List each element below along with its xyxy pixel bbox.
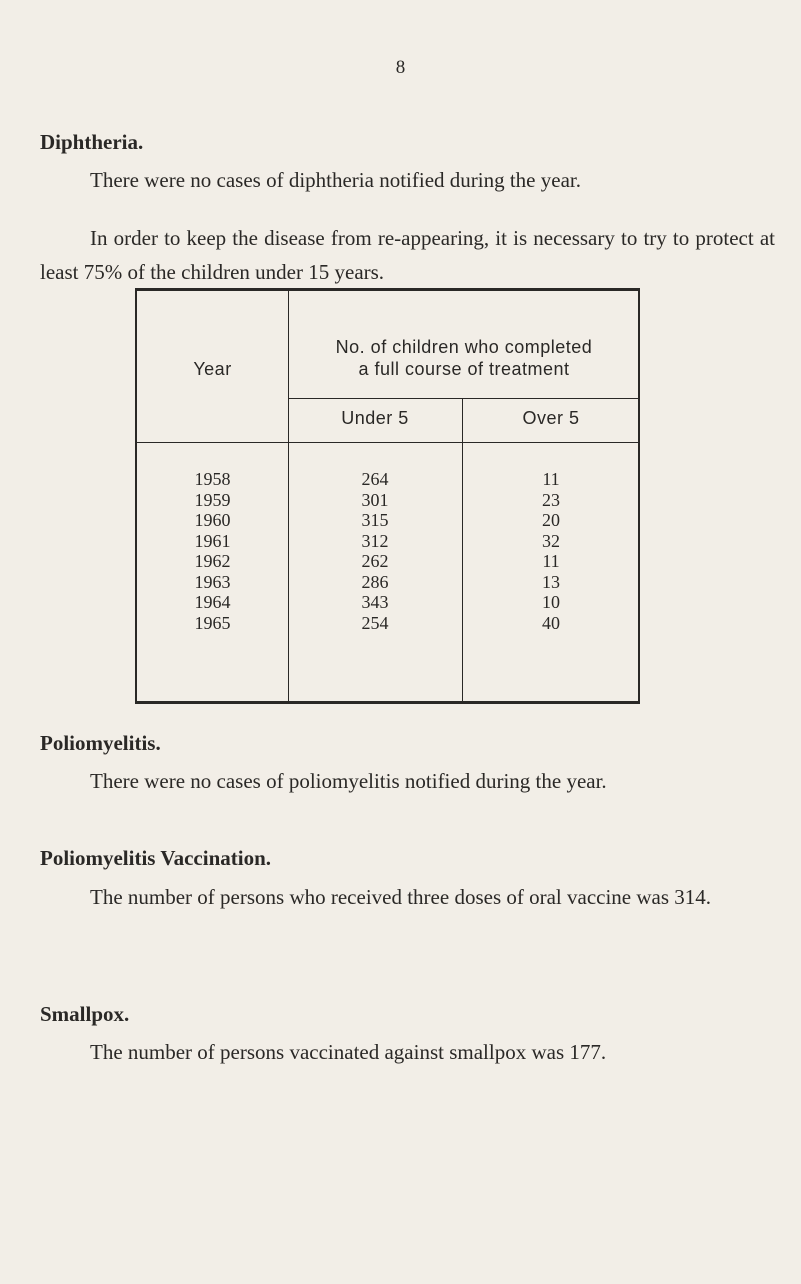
table-cell-under5: 343 [361,592,389,612]
table-cell-under5: 262 [361,551,389,571]
table-cell-year: 1964 [194,592,231,612]
diphtheria-paragraph-2: In order to keep the disease from re-app… [40,226,775,284]
table-cell-over5: 10 [542,592,560,612]
table-cell-over5: 13 [542,571,560,592]
table-cell-over5: 11 [542,551,560,571]
table-cell-year: 1959 [194,489,231,510]
poliomyelitis-heading: Poliomyelitis. [40,731,161,755]
group-header-line-1: No. of children who completed [335,337,593,357]
page-number: 8 [395,57,406,78]
under-5-header: Under 5 [341,408,409,428]
table-cell-over5: 11 [542,469,560,489]
smallpox-paragraph: The number of persons vaccinated against… [90,1040,607,1064]
subheader-divider [288,398,638,399]
header-divider [137,442,638,443]
table-cell-year: 1963 [194,571,231,592]
table-cell-over5: 20 [542,510,560,530]
table-cell-under5: 286 [361,571,389,592]
table-cell-under5: 264 [361,469,389,489]
poliomyelitis-paragraph: There were no cases of poliomyelitis not… [90,769,607,793]
diphtheria-heading: Diphtheria. [40,130,144,154]
diphtheria-paragraph-1: There were no cases of diphtheria notifi… [90,168,581,192]
column-divider [288,291,289,701]
table-cell-over5: 40 [542,612,560,633]
table-cell-year: 1961 [194,530,231,551]
table-cell-under5: 254 [361,612,389,633]
column-divider [462,398,463,701]
table-cell-year: 1958 [194,469,231,489]
table-cell-over5: 32 [542,530,560,551]
group-header-line-2: a full course of treatment [358,359,570,379]
table-cell-year: 1962 [194,551,231,571]
immunisation-table: Year No. of children who completed a ful… [135,288,640,704]
table-cell-over5: 23 [542,489,560,510]
table-cell-under5: 301 [361,489,389,510]
table-cell-year: 1960 [194,510,231,530]
over-5-header: Over 5 [522,408,580,428]
table-cell-under5: 312 [361,530,389,551]
polio-vaccination-paragraph: The number of persons who received three… [90,885,712,909]
polio-vaccination-heading: Poliomyelitis Vaccination. [40,846,271,870]
table-cell-year: 1965 [194,612,231,633]
year-header: Year [193,359,232,379]
smallpox-heading: Smallpox. [40,1002,130,1026]
table-cell-under5: 315 [361,510,389,530]
